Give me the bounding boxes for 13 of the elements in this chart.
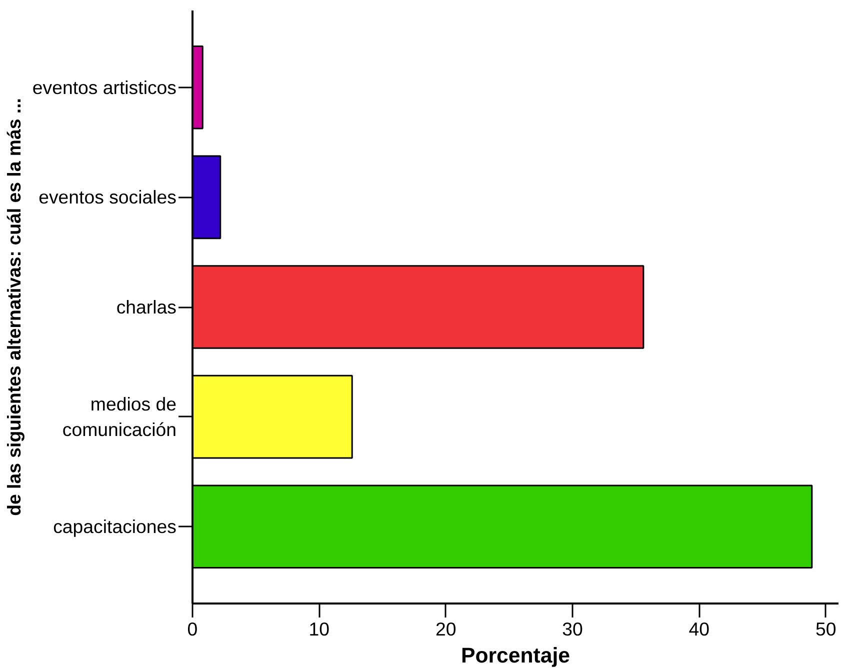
y-axis-title: de las siguientes alternativas: cuál es la más ...	[3, 98, 24, 516]
x-tick-label: 30	[562, 618, 583, 640]
x-tick-label: 10	[308, 618, 330, 640]
x-axis-title: Porcentaje	[460, 644, 570, 668]
y-tick-label: charlas	[116, 296, 177, 318]
x-tick-label: 20	[435, 618, 456, 640]
x-tick-label: 40	[688, 618, 710, 640]
y-tick-label: capacitaciones	[53, 516, 177, 538]
y-tick-label: medios de comunicación	[62, 394, 177, 440]
y-tick-label: eventos artisticos	[32, 76, 177, 98]
x-tick-label: 50	[815, 618, 836, 640]
x-tick-label: 0	[187, 618, 198, 640]
y-tick-label: eventos sociales	[38, 186, 177, 208]
